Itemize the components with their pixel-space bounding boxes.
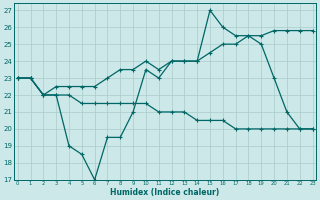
- X-axis label: Humidex (Indice chaleur): Humidex (Indice chaleur): [110, 188, 220, 197]
